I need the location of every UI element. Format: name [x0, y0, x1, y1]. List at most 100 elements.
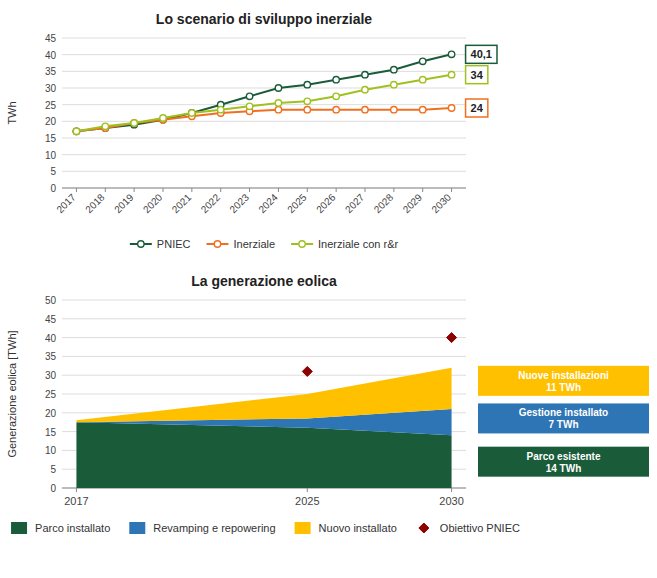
point — [333, 93, 339, 99]
x-tick — [451, 188, 452, 192]
x-tick — [163, 188, 164, 192]
y-tick-label: 45 — [45, 314, 57, 325]
grid-line — [62, 138, 466, 139]
point — [448, 71, 454, 77]
point — [102, 123, 108, 129]
x-tick — [422, 188, 423, 192]
point — [448, 105, 454, 111]
line — [76, 75, 451, 132]
y-tick-label: 25 — [45, 100, 57, 111]
x-tick — [307, 188, 308, 192]
grid-line — [62, 356, 466, 357]
point — [275, 106, 281, 112]
x-tick-label: 2024 — [256, 191, 280, 215]
annotation-text: Parco esistente14 TWh — [527, 451, 601, 474]
legend-item: Nuovo installato — [295, 522, 397, 534]
y-tick-label: 40 — [45, 50, 57, 61]
annotation-line: Gestione installato — [519, 407, 608, 418]
point — [160, 115, 166, 121]
point — [420, 58, 426, 64]
annotation-line: Parco esistente — [527, 451, 601, 462]
legend-swatch — [129, 522, 145, 534]
point — [362, 106, 368, 112]
x-tick-label: 2018 — [83, 191, 107, 215]
x-tick-label: 2028 — [372, 191, 396, 215]
annotation-box — [478, 403, 649, 433]
chart: Lo scenario di sviluppo inerzialeTWh0510… — [6, 11, 497, 250]
end-label-box — [466, 45, 497, 63]
legend-label: Obiettivo PNIEC — [440, 522, 520, 534]
legend-swatch — [295, 522, 311, 534]
x-tick — [191, 188, 192, 192]
y-axis-label: Generazione eolica [TWh] — [6, 330, 18, 457]
legend-marker — [214, 241, 220, 247]
legend-marker — [299, 241, 305, 247]
end-label-box — [466, 99, 488, 117]
point — [218, 106, 224, 112]
x-tick-label: 2027 — [343, 191, 367, 215]
annotation-box — [478, 447, 649, 477]
legend-item: PNIEC — [130, 238, 191, 250]
point — [73, 128, 79, 134]
legend: Parco installatoRevamping e repoweringNu… — [11, 522, 520, 534]
end-label-box — [466, 66, 488, 84]
legend-marker — [419, 523, 429, 533]
point — [362, 71, 368, 77]
point — [420, 76, 426, 82]
grid-line — [62, 300, 466, 301]
x-tick-label: 2019 — [112, 191, 136, 215]
area — [76, 368, 451, 423]
legend-item: Inerziale con r&r — [291, 238, 398, 250]
grid-line — [62, 188, 466, 189]
x-tick-label: 2020 — [141, 191, 165, 215]
legend-label: Parco installato — [35, 522, 110, 534]
x-tick-label: 2023 — [227, 191, 251, 215]
annotation-line: Nuove installazioni — [518, 370, 609, 381]
y-tick-label: 5 — [50, 166, 56, 177]
y-tick-label: 45 — [45, 33, 57, 44]
legend-item: Parco installato — [11, 522, 110, 534]
data-group — [76, 333, 456, 488]
y-tick-label: 0 — [50, 483, 56, 494]
legend-label: Inerziale — [233, 238, 275, 250]
x-tick-label: 2017 — [64, 495, 88, 507]
grid-line — [62, 337, 466, 338]
annotation-line: 11 TWh — [546, 382, 581, 393]
x-tick-label: 2029 — [401, 191, 425, 215]
x-tick — [76, 188, 77, 192]
point — [391, 66, 397, 72]
x-tick-label: 2030 — [429, 191, 453, 215]
point — [448, 51, 454, 57]
data-group — [73, 51, 455, 134]
x-tick-label: 2026 — [314, 191, 338, 215]
chart-title: Lo scenario di sviluppo inerziale — [156, 11, 372, 27]
x-tick — [105, 188, 106, 192]
y-tick-label: 20 — [45, 116, 57, 127]
x-tick — [249, 188, 250, 192]
y-tick-label: 35 — [45, 66, 57, 77]
x-tick-label: 2021 — [170, 191, 194, 215]
line — [76, 54, 451, 131]
x-tick — [365, 188, 366, 192]
y-tick-label: 10 — [45, 150, 57, 161]
grid-line — [62, 318, 466, 319]
annotation-box — [478, 366, 649, 396]
point — [189, 110, 195, 116]
y-tick-label: 10 — [45, 445, 57, 456]
point — [362, 86, 368, 92]
legend-swatch — [11, 522, 27, 534]
point — [131, 120, 137, 126]
chart: La generazione eolica Generazione eolica … — [6, 273, 649, 534]
point — [275, 85, 281, 91]
y-tick-label: 15 — [45, 133, 57, 144]
x-tick — [278, 188, 279, 192]
point — [420, 106, 426, 112]
chart-title: La generazione eolica — [191, 273, 337, 289]
point — [447, 333, 457, 343]
x-tick — [393, 188, 394, 192]
x-axis-line — [62, 188, 466, 189]
point — [73, 128, 79, 134]
annotation-text: Gestione installato7 TWh — [519, 407, 608, 430]
y-tick-label: 0 — [50, 183, 56, 194]
point — [391, 106, 397, 112]
